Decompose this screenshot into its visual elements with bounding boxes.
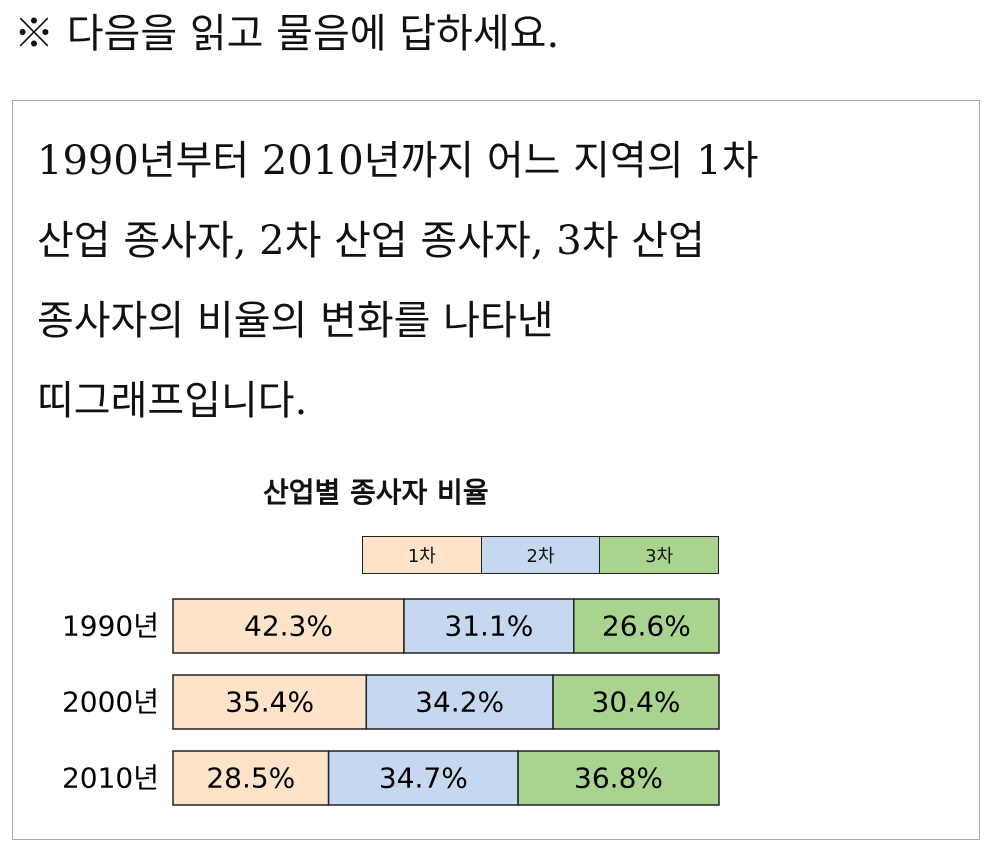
passage-box: 1990년부터 2010년까지 어느 지역의 1차 산업 종사자, 2차 산업 … xyxy=(12,100,980,840)
instruction-heading: ※ 다음을 읽고 물음에 답하세요. xyxy=(14,11,560,57)
data-label: 34.2% xyxy=(415,686,504,719)
legend-item-3: 3차 xyxy=(600,537,719,573)
bar-segment-1 xyxy=(172,598,405,654)
data-label: 42.3% xyxy=(244,610,333,643)
bar-segment-3 xyxy=(573,598,720,654)
chart-legend: 1차 2차 3차 xyxy=(362,536,719,574)
passage-line: 산업 종사자, 2차 산업 종사자, 3차 산업 xyxy=(37,218,705,264)
data-label: 36.8% xyxy=(574,762,663,795)
row-label: 2010년 xyxy=(62,762,159,795)
data-label: 28.5% xyxy=(206,762,295,795)
data-label: 34.7% xyxy=(379,762,468,795)
chart-title: 산업별 종사자 비율 xyxy=(263,476,489,509)
legend-item-2: 2차 xyxy=(481,537,601,573)
bar-segment-2 xyxy=(365,674,554,730)
data-label: 31.1% xyxy=(444,610,533,643)
bar-segment-1 xyxy=(172,750,330,806)
passage-line: 1990년부터 2010년까지 어느 지역의 1차 xyxy=(37,138,759,184)
data-label: 26.6% xyxy=(602,610,691,643)
data-label: 35.4% xyxy=(225,686,314,719)
passage-text: 1990년부터 2010년까지 어느 지역의 1차 산업 종사자, 2차 산업 … xyxy=(37,121,937,441)
bar-segment-3 xyxy=(552,674,720,730)
passage-line: 띠그래프입니다. xyxy=(37,378,308,424)
band-chart: 1990년 42.3% 31.1% 26.6% 2000년 35.4% 34.2% 30.4%… xyxy=(62,598,720,806)
passage-line: 종사자의 비율의 변화를 나타낸 xyxy=(37,298,554,344)
legend-item-1: 1차 xyxy=(363,537,482,573)
bar-segment-3 xyxy=(517,750,720,806)
row-label: 2000년 xyxy=(62,686,159,719)
data-label: 30.4% xyxy=(592,686,681,719)
row-label: 1990년 xyxy=(62,610,159,643)
